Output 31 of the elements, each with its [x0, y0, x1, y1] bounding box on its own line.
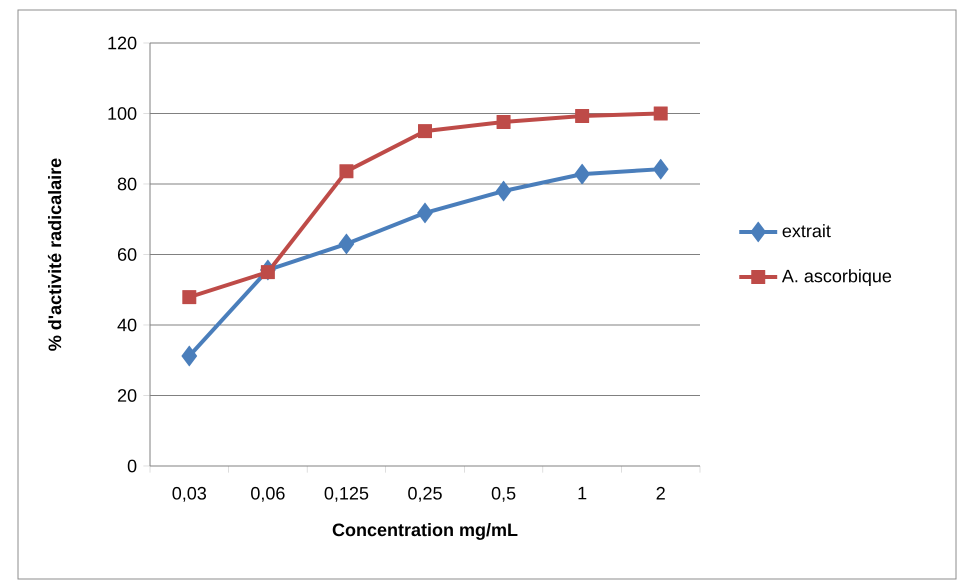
point — [260, 265, 275, 280]
y-tick-label: 20 — [118, 389, 136, 402]
point — [181, 346, 198, 366]
y-tick-label: 60 — [118, 248, 136, 261]
point — [652, 158, 669, 180]
y-tick-label: 40 — [117, 318, 136, 332]
y-axis-title: % d'activité radicalaire — [48, 158, 62, 351]
point — [654, 106, 668, 120]
y-tick-label: 120 — [108, 36, 136, 50]
y-tick-label: 80 — [118, 178, 136, 190]
point — [418, 124, 432, 138]
point — [575, 108, 590, 123]
point — [417, 202, 433, 224]
x-tick-label: 1 — [578, 486, 586, 500]
point — [496, 180, 512, 202]
x-tick-label: 0,25 — [408, 486, 442, 502]
x-tick-label: 0,06 — [251, 486, 285, 502]
y-tick-label: 0 — [128, 460, 136, 472]
x-tick-label: 0,03 — [172, 486, 206, 502]
legend-label: A. ascorbique — [782, 269, 892, 286]
legend-label: extrait — [782, 224, 831, 238]
point — [338, 234, 354, 254]
point — [339, 164, 354, 178]
point — [182, 290, 196, 304]
point — [574, 164, 590, 184]
x-axis-title: Concentration mg/mL — [332, 523, 518, 540]
x-tick-label: 0,5 — [492, 486, 516, 502]
x-tick-label: 2 — [656, 486, 665, 500]
point — [496, 114, 511, 129]
x-tick-label: 0,125 — [324, 486, 368, 502]
y-tick-label: 100 — [108, 107, 136, 120]
